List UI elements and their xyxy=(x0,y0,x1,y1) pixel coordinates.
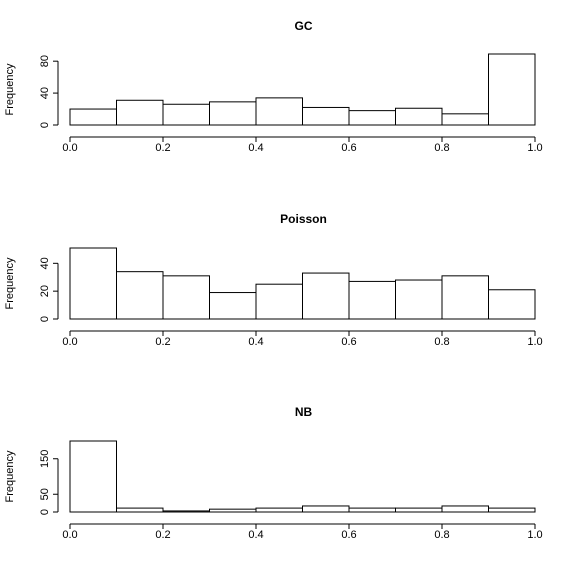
chart-title: Poisson xyxy=(280,212,327,226)
bar xyxy=(488,53,536,126)
bar xyxy=(162,510,210,513)
bar xyxy=(441,113,489,126)
bar xyxy=(348,507,396,513)
x-tick-label: 1.0 xyxy=(527,529,542,541)
bar xyxy=(395,107,443,126)
bar xyxy=(69,440,117,513)
x-tick-label: 0.0 xyxy=(62,336,77,348)
bar xyxy=(209,292,257,320)
y-tick-label: 20 xyxy=(39,285,51,297)
x-tick-label: 0.0 xyxy=(62,142,77,154)
x-tick-label: 0.2 xyxy=(155,142,170,154)
x-tick-label: 0.6 xyxy=(341,529,356,541)
x-tick-label: 0.8 xyxy=(434,336,449,348)
x-tick-label: 0.0 xyxy=(62,529,77,541)
x-tick-label: 0.2 xyxy=(155,336,170,348)
bar xyxy=(116,271,164,320)
bar xyxy=(255,283,303,320)
y-tick-label: 0 xyxy=(39,316,51,322)
x-tick-label: 0.8 xyxy=(434,529,449,541)
bar xyxy=(69,247,117,320)
bar xyxy=(348,110,396,126)
x-tick-label: 0.4 xyxy=(248,529,263,541)
bar xyxy=(162,103,210,126)
y-tick-label: 80 xyxy=(39,55,51,67)
bar xyxy=(348,280,396,320)
y-axis-label: Frequency xyxy=(4,450,16,502)
x-tick-label: 0.4 xyxy=(248,142,263,154)
x-tick-label: 0.6 xyxy=(341,336,356,348)
bar xyxy=(441,275,489,320)
y-tick-label: 0 xyxy=(39,509,51,515)
bar xyxy=(395,507,443,513)
bar xyxy=(302,272,350,320)
y-tick-label: 0 xyxy=(39,122,51,128)
y-tick-label: 40 xyxy=(39,87,51,99)
x-tick-label: 0.4 xyxy=(248,336,263,348)
chart-title: GC xyxy=(295,19,313,33)
x-tick-label: 1.0 xyxy=(527,142,542,154)
bar xyxy=(395,279,443,320)
chart-title: NB xyxy=(295,405,313,419)
bar xyxy=(488,289,536,320)
y-tick-label: 50 xyxy=(39,488,51,500)
bar xyxy=(69,108,117,126)
bar xyxy=(209,508,257,513)
bar xyxy=(441,505,489,513)
y-axis-label: Frequency xyxy=(4,257,16,309)
bar xyxy=(255,97,303,126)
x-tick-label: 0.6 xyxy=(341,142,356,154)
bar xyxy=(302,505,350,513)
bar xyxy=(302,106,350,126)
x-tick-label: 0.8 xyxy=(434,142,449,154)
x-tick-label: 0.2 xyxy=(155,529,170,541)
y-tick-label: 40 xyxy=(39,257,51,269)
x-tick-label: 1.0 xyxy=(527,336,542,348)
bar xyxy=(162,275,210,320)
bar xyxy=(116,99,164,126)
bar xyxy=(116,507,164,513)
bar xyxy=(488,507,536,513)
y-tick-label: 150 xyxy=(39,450,51,468)
bar xyxy=(255,507,303,513)
bar xyxy=(209,101,257,126)
y-axis-label: Frequency xyxy=(4,63,16,115)
